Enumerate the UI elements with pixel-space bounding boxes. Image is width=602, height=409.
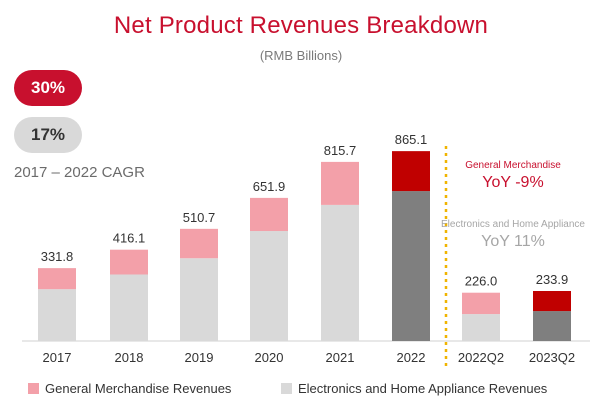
electronics-yoy-label: Electronics and Home Appliance	[441, 219, 585, 230]
legend-swatch-electronics	[281, 383, 292, 394]
chart-subtitle: (RMB Billions)	[259, 48, 343, 63]
bar-total-label-2022: 865.1	[395, 132, 428, 147]
cagr-label: 2017 – 2022 CAGR	[14, 164, 145, 181]
legend-label-general: General Merchandise Revenues	[45, 381, 232, 396]
x-tick-label-2017: 2017	[43, 350, 72, 365]
electronics-cagr-badge: 17%	[14, 117, 82, 153]
bar-general-2019	[180, 228, 218, 259]
x-tick-label-2023Q2: 2023Q2	[529, 350, 575, 365]
x-tick-label-2022Q2: 2022Q2	[458, 350, 504, 365]
bar-total-label-2018: 416.1	[113, 231, 146, 246]
bar-total-label-2022Q2: 226.0	[465, 274, 498, 289]
general-cagr-badge: 30%	[14, 70, 82, 106]
legend-item-electronics: Electronics and Home Appliance Revenues	[281, 381, 547, 396]
bar-electronics-2017	[38, 289, 76, 341]
bar-electronics-2022Q2	[462, 314, 500, 341]
bar-general-2017	[38, 268, 76, 290]
x-tick-label-2022: 2022	[397, 350, 426, 365]
bar-general-2018	[110, 249, 148, 275]
legend-swatch-general	[28, 383, 39, 394]
bar-electronics-2022	[392, 191, 430, 341]
x-tick-label-2021: 2021	[326, 350, 355, 365]
general-yoy-label: General Merchandise	[465, 160, 561, 171]
chart-title: Net Product Revenues Breakdown	[113, 12, 489, 39]
bar-electronics-2020	[250, 231, 288, 341]
bar-general-2023Q2	[533, 290, 571, 312]
bar-total-label-2021: 815.7	[324, 143, 357, 158]
bar-total-label-2023Q2: 233.9	[536, 272, 569, 287]
x-tick-label-2018: 2018	[115, 350, 144, 365]
x-tick-label-2020: 2020	[255, 350, 284, 365]
bar-electronics-2019	[180, 258, 218, 341]
bar-total-label-2017: 331.8	[41, 249, 74, 264]
bar-general-2022Q2	[462, 292, 500, 315]
electronics-yoy-value: YoY 11%	[481, 233, 545, 250]
bar-total-label-2020: 651.9	[253, 179, 286, 194]
bar-electronics-2021	[321, 204, 359, 341]
bar-general-2022	[392, 151, 430, 192]
bar-general-2021	[321, 161, 359, 205]
general-yoy-value: YoY -9%	[482, 174, 544, 191]
bar-electronics-2018	[110, 274, 148, 341]
legend-item-general: General Merchandise Revenues	[28, 381, 231, 396]
legend-label-electronics: Electronics and Home Appliance Revenues	[298, 381, 548, 396]
bar-total-label-2019: 510.7	[183, 210, 216, 225]
bar-electronics-2023Q2	[533, 311, 571, 341]
x-tick-label-2019: 2019	[185, 350, 214, 365]
bar-general-2020	[250, 197, 288, 232]
